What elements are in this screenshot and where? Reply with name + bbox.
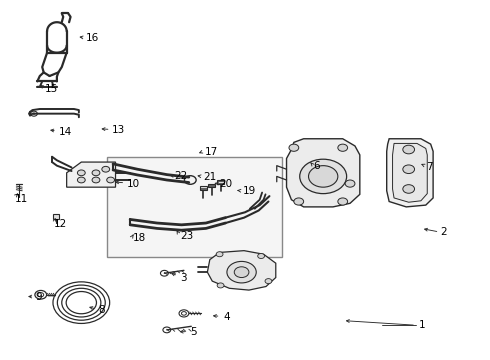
Circle shape — [107, 177, 115, 183]
Text: 13: 13 — [112, 125, 125, 135]
Bar — [53, 215, 59, 219]
Circle shape — [403, 145, 415, 154]
Text: 7: 7 — [426, 162, 432, 172]
Circle shape — [258, 253, 265, 258]
Circle shape — [265, 279, 272, 284]
Circle shape — [227, 261, 256, 283]
Circle shape — [338, 144, 347, 151]
Circle shape — [403, 165, 415, 174]
Text: 17: 17 — [205, 147, 218, 157]
Polygon shape — [392, 143, 427, 202]
Polygon shape — [287, 139, 360, 207]
Text: 4: 4 — [223, 312, 230, 322]
Circle shape — [92, 170, 100, 176]
Circle shape — [92, 177, 100, 183]
Text: 22: 22 — [174, 171, 187, 181]
Circle shape — [289, 144, 299, 151]
Circle shape — [309, 166, 338, 187]
Circle shape — [102, 166, 110, 172]
Text: 10: 10 — [127, 179, 140, 189]
Circle shape — [32, 113, 35, 115]
Text: 14: 14 — [58, 127, 72, 136]
Text: 15: 15 — [45, 84, 58, 94]
Text: 11: 11 — [14, 194, 27, 204]
Text: 21: 21 — [203, 172, 217, 182]
Text: 1: 1 — [418, 320, 425, 330]
Text: 18: 18 — [133, 233, 146, 243]
Polygon shape — [207, 251, 276, 290]
Circle shape — [216, 252, 223, 257]
Text: 2: 2 — [441, 227, 447, 237]
Circle shape — [300, 159, 346, 194]
Bar — [208, 184, 215, 187]
Text: 6: 6 — [314, 161, 320, 171]
Circle shape — [345, 180, 355, 187]
Circle shape — [217, 283, 224, 288]
Text: 16: 16 — [86, 33, 99, 43]
Bar — [107, 157, 282, 257]
Text: 5: 5 — [190, 327, 197, 337]
Text: 19: 19 — [243, 186, 256, 197]
Polygon shape — [387, 139, 433, 207]
Text: 8: 8 — [98, 305, 105, 315]
Circle shape — [234, 267, 249, 278]
Text: 20: 20 — [220, 179, 233, 189]
Text: 3: 3 — [180, 273, 187, 283]
Circle shape — [77, 177, 85, 183]
Circle shape — [294, 198, 304, 205]
Circle shape — [403, 185, 415, 193]
Circle shape — [338, 198, 347, 205]
Polygon shape — [67, 162, 116, 187]
Circle shape — [77, 170, 85, 176]
Text: 9: 9 — [36, 292, 43, 302]
Bar — [200, 186, 207, 190]
Bar — [217, 180, 224, 184]
Text: 12: 12 — [53, 219, 67, 229]
Text: 23: 23 — [180, 231, 194, 240]
